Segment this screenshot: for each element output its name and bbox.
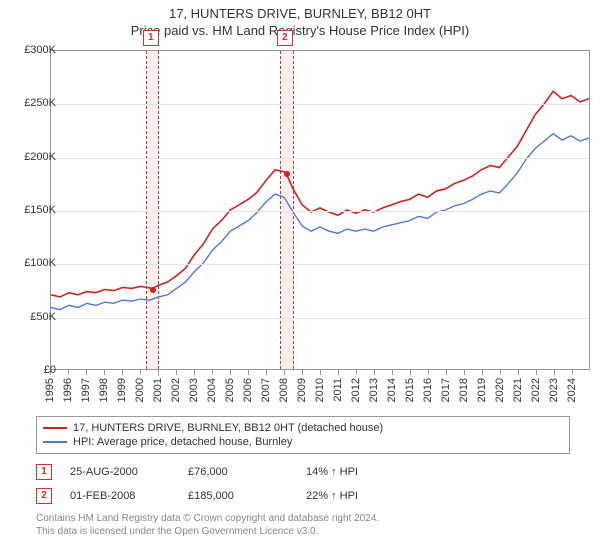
x-tick-label: 2017 <box>440 378 452 402</box>
legend-row: HPI: Average price, detached house, Burn… <box>43 435 563 449</box>
gridline-h <box>51 211 589 212</box>
x-tick-label: 2005 <box>224 378 236 402</box>
x-tick-label: 2002 <box>170 378 182 402</box>
y-tick-label: £50K <box>30 311 56 323</box>
x-tick-label: 2023 <box>548 378 560 402</box>
x-tick-label: 2012 <box>350 378 362 402</box>
x-tick-label: 2019 <box>476 378 488 402</box>
sale-row: 2 01-FEB-2008 £185,000 22% ↑ HPI <box>36 484 556 508</box>
x-tick-label: 2001 <box>152 378 164 402</box>
legend-label: HPI: Average price, detached house, Burn… <box>73 436 292 448</box>
legend-swatch <box>43 441 67 443</box>
sale-price: £185,000 <box>188 490 288 502</box>
sale-marker-badge: 1 <box>143 30 159 46</box>
sale-dot <box>150 287 156 293</box>
x-tick-label: 1997 <box>80 378 92 402</box>
chart-area: 12 <box>50 50 590 370</box>
x-tick-label: 2018 <box>458 378 470 402</box>
gridline-h <box>51 264 589 265</box>
x-tick-label: 2013 <box>368 378 380 402</box>
y-tick-label: £100K <box>24 257 56 269</box>
titles: 17, HUNTERS DRIVE, BURNLEY, BB12 0HT Pri… <box>0 0 600 38</box>
sale-marker-badge: 2 <box>277 30 293 46</box>
x-tick-label: 2003 <box>188 378 200 402</box>
sale-date: 25-AUG-2000 <box>70 466 170 478</box>
x-tick-label: 1998 <box>98 378 110 402</box>
series-svg <box>51 51 589 369</box>
x-tick-label: 2010 <box>314 378 326 402</box>
sale-rows: 1 25-AUG-2000 £76,000 14% ↑ HPI 2 01-FEB-2008… <box>36 460 556 508</box>
x-tick-label: 2014 <box>386 378 398 402</box>
x-tick-label: 2006 <box>242 378 254 402</box>
gridline-h <box>51 104 589 105</box>
legend-row: 17, HUNTERS DRIVE, BURNLEY, BB12 0HT (de… <box>43 421 563 435</box>
sale-dot <box>284 171 290 177</box>
y-tick-label: £200K <box>24 151 56 163</box>
title-subtitle: Price paid vs. HM Land Registry's House … <box>0 23 600 38</box>
x-tick-label: 2016 <box>422 378 434 402</box>
gridline-h <box>51 318 589 319</box>
gridline-h <box>51 158 589 159</box>
series-line-hpi <box>51 134 589 310</box>
legend-swatch <box>43 427 67 429</box>
sale-delta: 22% ↑ HPI <box>306 490 406 502</box>
x-tick-label: 2022 <box>530 378 542 402</box>
x-tick-label: 2015 <box>404 378 416 402</box>
legend: 17, HUNTERS DRIVE, BURNLEY, BB12 0HT (de… <box>36 416 570 454</box>
sale-date: 01-FEB-2008 <box>70 490 170 502</box>
x-tick-label: 1995 <box>44 378 56 402</box>
x-tick-label: 1996 <box>62 378 74 402</box>
x-tick-label: 2020 <box>494 378 506 402</box>
x-tick-label: 2011 <box>332 378 344 402</box>
x-tick-label: 1999 <box>116 378 128 402</box>
sale-delta: 14% ↑ HPI <box>306 466 406 478</box>
title-address: 17, HUNTERS DRIVE, BURNLEY, BB12 0HT <box>0 6 600 21</box>
footer: Contains HM Land Registry data © Crown c… <box>36 512 556 538</box>
legend-label: 17, HUNTERS DRIVE, BURNLEY, BB12 0HT (de… <box>73 422 383 434</box>
x-axis-labels: 1995199619971998199920002001200220032004… <box>50 374 590 414</box>
footer-line1: Contains HM Land Registry data © Crown c… <box>36 512 556 525</box>
x-tick-label: 2024 <box>566 378 578 402</box>
footer-line2: This data is licensed under the Open Gov… <box>36 525 556 538</box>
x-tick-label: 2004 <box>206 378 218 402</box>
chart-container: 17, HUNTERS DRIVE, BURNLEY, BB12 0HT Pri… <box>0 0 600 560</box>
sale-row: 1 25-AUG-2000 £76,000 14% ↑ HPI <box>36 460 556 484</box>
x-tick-label: 2007 <box>260 378 272 402</box>
y-tick-label: £150K <box>24 204 56 216</box>
x-tick-label: 2000 <box>134 378 146 402</box>
sale-row-badge: 2 <box>36 488 52 504</box>
y-tick-label: £0 <box>44 364 56 376</box>
sale-row-badge: 1 <box>36 464 52 480</box>
plot-area <box>50 50 590 370</box>
x-tick-label: 2009 <box>296 378 308 402</box>
series-line-price_paid <box>51 91 589 297</box>
y-tick-label: £300K <box>24 44 56 56</box>
x-tick-label: 2008 <box>278 378 290 402</box>
sale-price: £76,000 <box>188 466 288 478</box>
y-tick-label: £250K <box>24 97 56 109</box>
x-tick-label: 2021 <box>512 378 524 402</box>
